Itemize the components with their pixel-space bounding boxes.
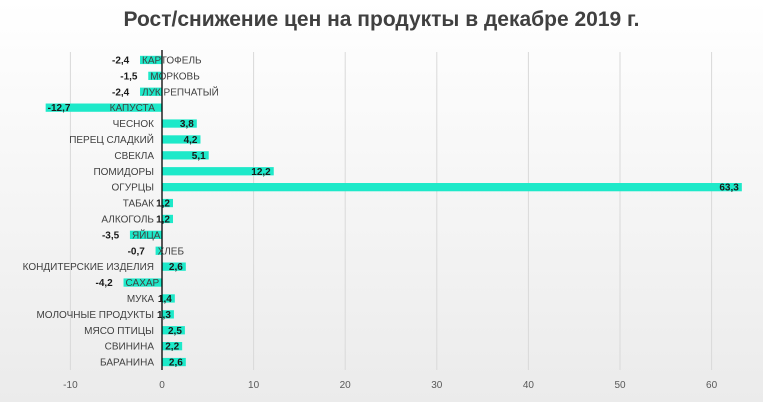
category-label: АЛКОГОЛЬ: [101, 214, 154, 225]
category-label: БАРАНИНА: [100, 358, 154, 369]
data-label: 5,1: [192, 151, 206, 162]
category-label: САХАР: [126, 278, 160, 289]
data-label: 2,5: [168, 326, 182, 337]
data-label: 2,6: [169, 358, 183, 369]
data-label: 4,2: [184, 135, 198, 146]
data-label: 2,6: [169, 262, 183, 273]
bar: [162, 310, 174, 319]
data-label: -2,4: [112, 87, 130, 98]
data-label: 1,2: [156, 214, 170, 225]
x-tick-label: 0: [159, 380, 165, 391]
data-label: -4,2: [96, 278, 114, 289]
bar: [123, 278, 162, 287]
data-label: 63,3: [719, 183, 739, 194]
category-label: МОРКОВЬ: [150, 71, 200, 82]
x-tick-label: -10: [63, 380, 78, 391]
category-label: ОГУРЦЫ: [112, 183, 155, 194]
category-label: СВИНИНА: [105, 342, 155, 353]
data-label: 3,8: [180, 119, 194, 130]
x-tick-label: 20: [340, 380, 352, 391]
bar: [162, 183, 742, 192]
data-label: 12,2: [251, 167, 271, 178]
category-label: КАРТОФЕЛЬ: [142, 55, 202, 66]
bar: [162, 342, 183, 351]
category-label: СВЕКЛА: [114, 151, 154, 162]
bar: [129, 230, 162, 239]
bar: [45, 103, 162, 112]
bar: [162, 135, 201, 144]
category-label: ЯЙЦА: [132, 228, 161, 241]
bar: [162, 167, 274, 176]
data-label: 1,4: [158, 294, 172, 305]
chart-title: Рост/снижение цен на продукты в декабре …: [123, 8, 640, 31]
bar: [155, 246, 162, 255]
bar: [140, 55, 162, 65]
bar: [162, 294, 175, 303]
category-label: ХЛЕБ: [158, 246, 185, 257]
x-tick-label: 40: [523, 380, 535, 391]
category-label: ЧЕСНОК: [113, 119, 155, 130]
data-label: -2,4: [112, 55, 130, 66]
data-label: -3,5: [102, 230, 120, 241]
bar: [162, 119, 197, 128]
x-tick-label: 60: [706, 380, 718, 391]
bar: [162, 357, 186, 367]
category-label: МОЛОЧНЫЕ ПРОДУКТЫ: [36, 310, 154, 321]
category-label: КАПУСТА: [110, 103, 156, 114]
bar: [162, 214, 173, 224]
category-label: ПЕРЕЦ СЛАДКИЙ: [69, 133, 154, 146]
category-label: ПОМИДОРЫ: [93, 167, 154, 178]
x-tick-label: 10: [248, 380, 260, 391]
data-label: 2,2: [165, 342, 179, 353]
category-label: МЯСО ПТИЦЫ: [84, 326, 154, 337]
category-label: ТАБАК: [123, 199, 154, 210]
x-tick-label: 30: [431, 380, 443, 391]
bar: [140, 87, 162, 96]
x-tick-label: 50: [614, 380, 626, 391]
category-label: МУКА: [127, 294, 155, 305]
data-label: -1,5: [120, 71, 138, 82]
bar: [148, 71, 162, 80]
bar: [162, 326, 185, 335]
data-label: -12,7: [48, 103, 71, 114]
category-label: КОНДИТЕРСКИЕ ИЗДЕЛИЯ: [23, 262, 154, 273]
bar: [162, 198, 173, 208]
bar: [162, 151, 209, 160]
bar: [162, 262, 186, 271]
category-label: ЛУК РЕПЧАТЫЙ: [142, 85, 219, 98]
data-label: -0,7: [128, 246, 146, 257]
data-label: 1,2: [156, 199, 170, 210]
data-label: 1,3: [157, 310, 171, 321]
